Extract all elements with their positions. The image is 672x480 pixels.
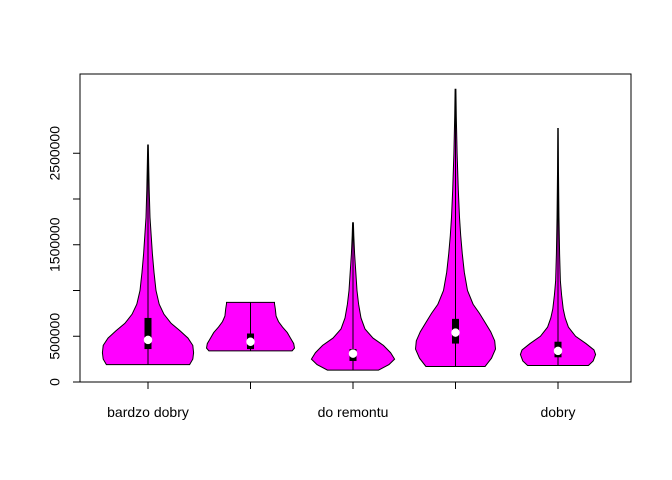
x-tick-label: dobry: [540, 404, 575, 420]
violins-layer: [101, 88, 597, 371]
x-axis: bardzo dobry do remontu dobry: [107, 381, 576, 420]
violin-median-point: [143, 335, 153, 345]
y-tick-label: 2500000: [47, 126, 63, 181]
y-tick-label: 1500000: [47, 217, 63, 272]
violin-iqr-box: [144, 317, 152, 350]
violin-median-point: [348, 349, 358, 358]
x-tick-label: do remontu: [318, 404, 389, 420]
violin-median-point: [451, 328, 460, 337]
y-tick-label: 0: [47, 378, 63, 386]
y-tick-label: 500000: [47, 313, 63, 360]
violin-median-point: [553, 346, 563, 356]
violin-median-point: [246, 337, 255, 346]
y-axis: 0 500000 1500000 2500000: [47, 106, 81, 386]
x-tick-label: bardzo dobry: [107, 404, 189, 420]
